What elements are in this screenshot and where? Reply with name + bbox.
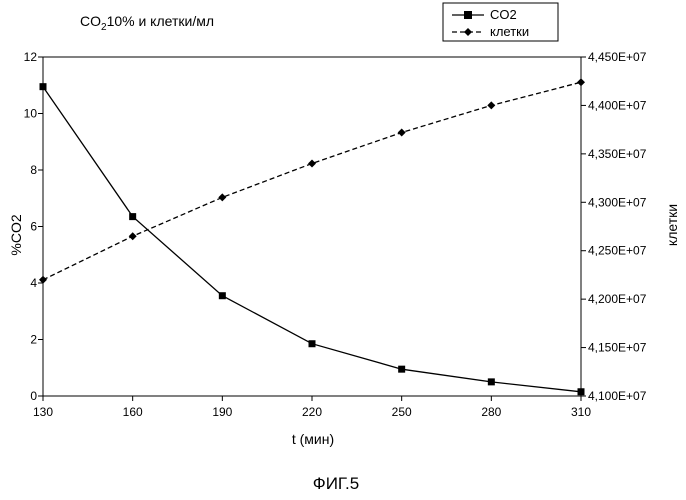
x-tick-label: 250: [392, 405, 412, 419]
series-cells-point: [129, 232, 137, 240]
x-tick-label: 160: [123, 405, 143, 419]
legend-cells-label: клетки: [490, 24, 529, 39]
y-right-tick-label: 4,150E+07: [588, 341, 647, 355]
y-right-tick-label: 4,400E+07: [588, 98, 647, 112]
y-right-tick-label: 4,100E+07: [588, 389, 647, 403]
x-axis-title: t (мин): [292, 431, 334, 447]
y-right-tick-label: 4,300E+07: [588, 195, 647, 209]
chart-title-main: CO: [80, 13, 101, 29]
series-cells-point: [308, 160, 316, 168]
series-cells-line: [43, 82, 581, 280]
series-co2-point: [129, 213, 136, 220]
y-left-tick-label: 10: [24, 107, 38, 121]
x-tick-label: 280: [481, 405, 501, 419]
series-co2-point: [219, 292, 226, 299]
legend-co2-marker: [464, 11, 472, 19]
y-right-tick-label: 4,200E+07: [588, 292, 647, 306]
series-cells-point: [577, 78, 585, 86]
y-left-tick-label: 0: [30, 389, 37, 403]
x-tick-label: 310: [571, 405, 591, 419]
y-left-tick-label: 12: [24, 50, 38, 64]
y-axis-left-title: %CO2: [8, 214, 24, 255]
series-layer: [39, 78, 585, 395]
legend: CO2 клетки: [443, 3, 558, 41]
y-right-tick-label: 4,350E+07: [588, 147, 647, 161]
series-co2-point: [309, 340, 316, 347]
y-left-tick-label: 4: [30, 276, 37, 290]
legend-co2-label: CO2: [490, 7, 517, 22]
chart-title: CO210% и клетки/мл: [80, 13, 214, 33]
series-co2-point: [398, 366, 405, 373]
y-axis-right-title: клетки: [664, 204, 680, 246]
y-right-tick-label: 4,250E+07: [588, 244, 647, 258]
figure-caption: ФИГ.5: [313, 474, 359, 493]
y-left-tick-label: 2: [30, 333, 37, 347]
y-left-tick-label: 8: [30, 163, 37, 177]
axis-ticks: [38, 57, 586, 401]
tick-labels: 130 160 190 220 250 280 310 0 2 4 6 8 10 12 4,100E+07 4…: [24, 50, 647, 419]
series-cells-point: [218, 193, 226, 201]
y-left-tick-label: 6: [30, 220, 37, 234]
series-co2-point: [488, 378, 495, 385]
series-co2-point: [578, 388, 585, 395]
series-co2-point: [40, 83, 47, 90]
x-tick-label: 220: [302, 405, 322, 419]
series-cells-point: [487, 101, 495, 109]
chart-title-rest: 10% и клетки/мл: [107, 13, 214, 29]
y-right-tick-label: 4,450E+07: [588, 50, 647, 64]
x-tick-label: 130: [33, 405, 53, 419]
x-tick-label: 190: [212, 405, 232, 419]
series-cells-point: [398, 129, 406, 137]
